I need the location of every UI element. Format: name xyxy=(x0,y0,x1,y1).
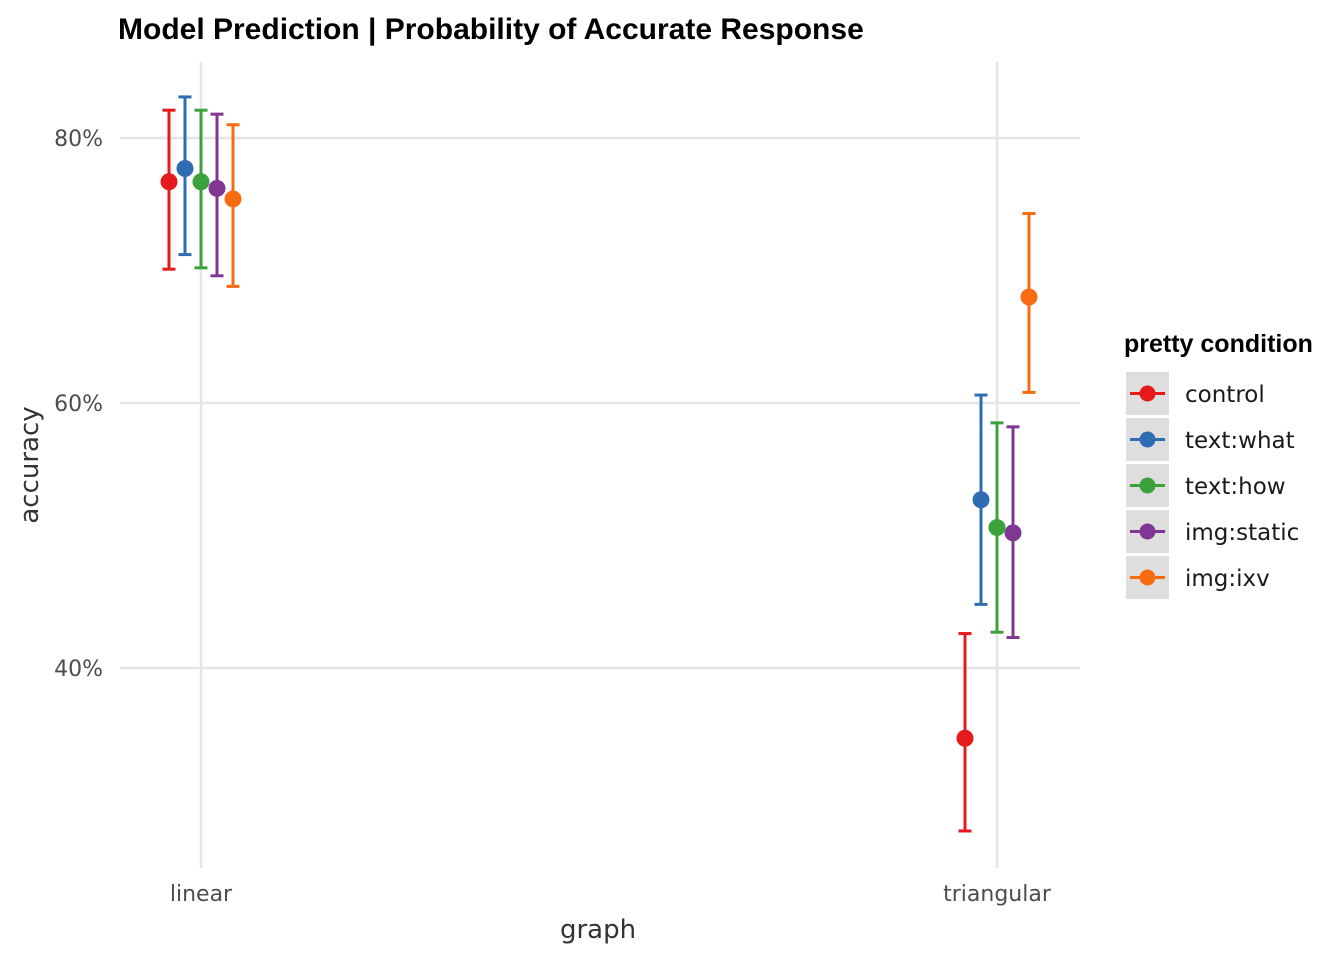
y-axis-title: accuracy xyxy=(15,406,45,523)
point-text-what xyxy=(972,393,990,606)
y-tick-label: 40% xyxy=(54,657,103,682)
x-axis-ticks: linear triangular xyxy=(170,882,1052,907)
x-tick-label: triangular xyxy=(943,882,1052,907)
x-tick-label: linear xyxy=(170,882,233,907)
data-point xyxy=(208,179,226,197)
data-point xyxy=(988,519,1006,537)
point-control xyxy=(956,632,974,833)
data-point xyxy=(224,190,242,208)
legend-label: text:how xyxy=(1185,474,1286,500)
legend: pretty condition control text:what text:ho… xyxy=(1124,330,1313,599)
legend-key-point xyxy=(1139,385,1156,402)
point-img-ixv xyxy=(224,123,242,288)
data-point xyxy=(192,173,210,191)
legend-label: control xyxy=(1185,382,1265,408)
legend-item: control xyxy=(1126,372,1265,415)
point-text-how xyxy=(192,108,210,270)
data-point xyxy=(1004,524,1022,542)
y-axis-ticks: 40% 60% 80% xyxy=(54,127,103,682)
data-point xyxy=(176,159,194,177)
legend-label: img:static xyxy=(1185,520,1299,546)
x-axis-title: graph xyxy=(560,915,636,945)
point-text-what xyxy=(176,95,194,257)
data-point xyxy=(1020,288,1038,306)
grid xyxy=(120,62,1080,868)
legend-key-point xyxy=(1139,569,1156,586)
legend-item: img:ixv xyxy=(1126,556,1270,599)
point-img-static xyxy=(1004,425,1022,640)
legend-key-point xyxy=(1139,523,1156,540)
y-tick-label: 80% xyxy=(54,127,103,152)
legend-key-point xyxy=(1139,431,1156,448)
chart-title: Model Prediction | Probability of Accura… xyxy=(118,13,864,46)
point-img-ixv xyxy=(1020,212,1038,394)
data-point xyxy=(956,729,974,747)
data-point xyxy=(160,173,178,191)
data-point xyxy=(972,491,990,509)
legend-item: img:static xyxy=(1126,510,1299,553)
point-text-how xyxy=(988,421,1006,634)
point-img-static xyxy=(208,112,226,278)
legend-label: img:ixv xyxy=(1185,566,1270,592)
point-control xyxy=(160,108,178,271)
legend-item: text:how xyxy=(1126,464,1286,507)
legend-label: text:what xyxy=(1185,428,1295,454)
legend-title: pretty condition xyxy=(1124,330,1313,358)
data-marks xyxy=(160,95,1038,833)
y-tick-label: 60% xyxy=(54,392,103,417)
legend-key-point xyxy=(1139,477,1156,494)
legend-item: text:what xyxy=(1126,418,1295,461)
